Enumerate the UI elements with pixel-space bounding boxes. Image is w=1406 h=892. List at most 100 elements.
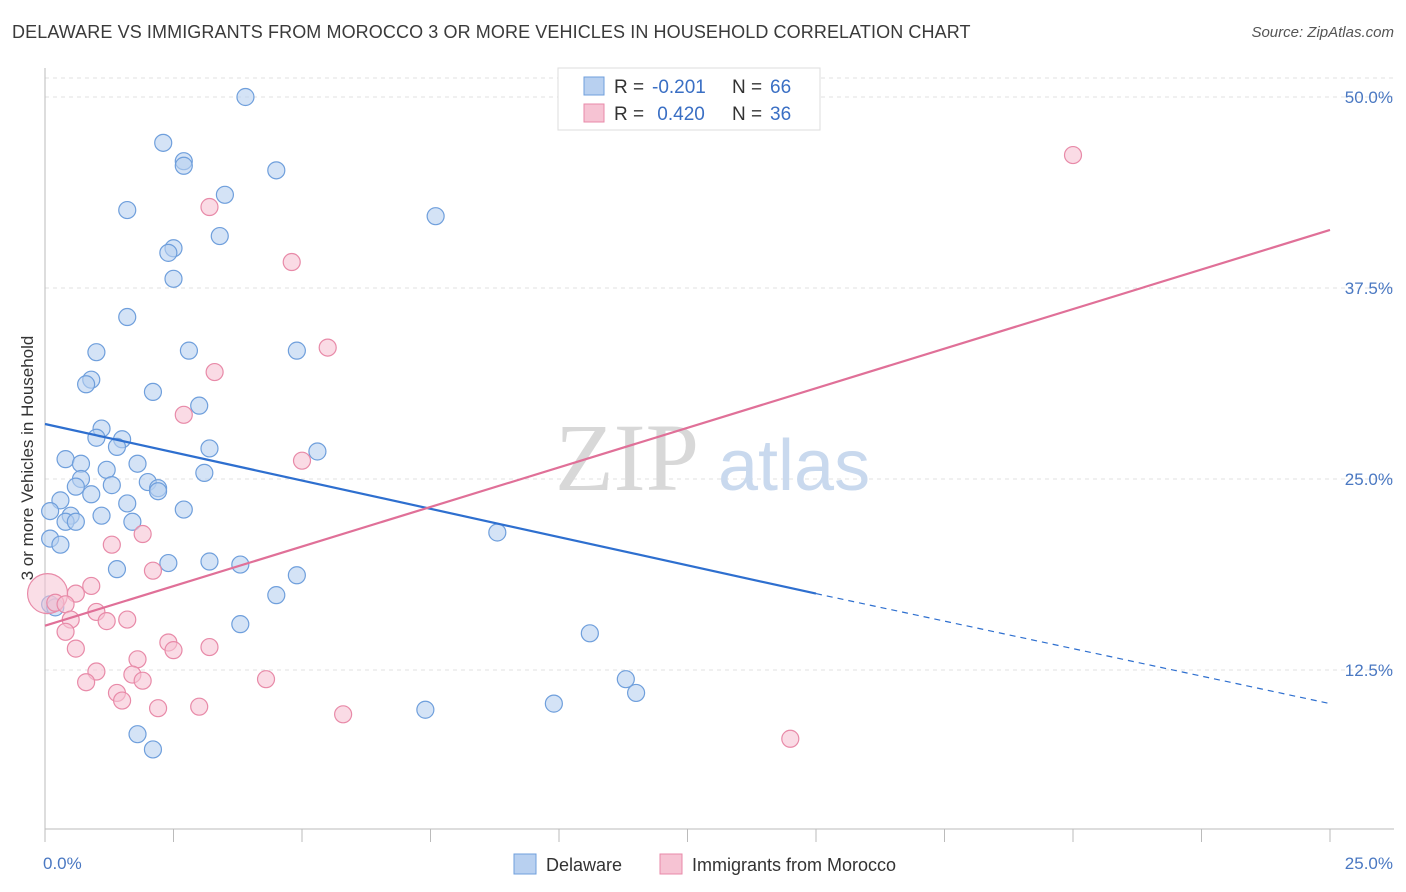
trend-line-delaware (44, 422, 817, 595)
data-point-delaware (195, 463, 214, 482)
data-point-morocco (112, 691, 132, 710)
x-tick-label: 25.0% (1345, 854, 1393, 873)
data-point-delaware (41, 501, 60, 521)
data-point-delaware (128, 454, 147, 473)
data-point-morocco (174, 405, 193, 424)
data-point-morocco (256, 670, 276, 689)
source-credit: Source: ZipAtlas.com (1251, 24, 1394, 41)
stats-n-label: N = (732, 77, 762, 98)
data-point-delaware (426, 207, 445, 226)
y-tick-label: 37.5% (1345, 279, 1393, 298)
data-point-delaware (200, 552, 219, 571)
data-point-morocco (781, 729, 800, 748)
trend-line-morocco (44, 228, 1331, 627)
data-point-morocco (200, 637, 219, 657)
data-point-morocco (133, 671, 152, 690)
stats-box: R = -0.201 N = 66 R = 0.420 N = 36 (557, 67, 821, 131)
data-point-delaware (92, 506, 111, 525)
stats-swatch-delaware (583, 76, 605, 96)
stats-n-label: N = (732, 104, 762, 125)
data-point-delaware (51, 535, 70, 554)
data-point-delaware (82, 485, 101, 504)
stats-n-value: 66 (770, 77, 791, 98)
trend-line-delaware-projection (815, 593, 1331, 705)
y-tick-label: 50.0% (1345, 88, 1393, 107)
data-point-morocco (56, 622, 75, 641)
data-point-morocco (292, 451, 312, 470)
data-point-morocco (66, 639, 85, 658)
watermark-zip: ZIP (555, 404, 699, 511)
data-point-delaware (215, 185, 234, 204)
data-point-delaware (107, 437, 127, 457)
y-tick-label: 12.5% (1345, 661, 1393, 680)
data-point-morocco (128, 650, 147, 669)
grid-lines (45, 77, 1394, 671)
data-point-delaware (118, 494, 137, 513)
data-point-morocco (190, 697, 209, 716)
data-point-delaware (102, 476, 121, 495)
data-point-morocco (318, 338, 337, 357)
data-point-morocco (334, 705, 353, 724)
data-point-delaware (66, 477, 85, 496)
data-point-delaware (267, 586, 286, 605)
watermark: ZIP atlas (555, 404, 870, 511)
data-point-delaware (287, 341, 306, 360)
trend-lines (44, 228, 1331, 705)
data-point-delaware (71, 454, 91, 473)
watermark-atlas: atlas (718, 426, 870, 506)
data-point-morocco (1063, 145, 1083, 165)
data-point-delaware (174, 156, 193, 175)
y-axis-label: 3 or more Vehicles in Household (18, 336, 37, 581)
data-point-delaware (97, 460, 116, 479)
data-point-delaware (308, 442, 327, 461)
data-point-morocco (164, 641, 183, 660)
data-point-morocco (56, 595, 75, 614)
data-point-delaware (148, 482, 168, 501)
data-point-delaware (174, 500, 193, 519)
stats-swatch-morocco (583, 103, 605, 123)
data-point-delaware (488, 523, 507, 542)
stats-r-label: R = (614, 77, 644, 98)
data-point-delaware (236, 87, 255, 107)
data-point-delaware (143, 740, 163, 759)
data-point-delaware (544, 694, 563, 713)
data-point-delaware (77, 375, 96, 394)
data-point-delaware (118, 200, 137, 220)
x-tick-label: 0.0% (43, 854, 82, 873)
data-point-delaware (56, 450, 75, 469)
data-point-delaware (267, 161, 286, 180)
data-points (26, 87, 1083, 759)
data-point-morocco (133, 524, 152, 544)
data-point-delaware (287, 566, 306, 585)
data-point-delaware (179, 341, 199, 360)
tick-labels: 12.5% 25.0% 37.5% 50.0% 0.0% 25.0% (43, 88, 1393, 873)
legend-label-delaware: Delaware (546, 855, 622, 875)
data-point-delaware (626, 683, 646, 703)
data-point-delaware (143, 382, 163, 402)
y-tick-label: 25.0% (1345, 470, 1393, 489)
stats-r-label: R = (614, 104, 644, 125)
data-point-delaware (128, 725, 147, 744)
stats-r-value: 0.420 (652, 104, 705, 125)
data-point-delaware (118, 307, 137, 327)
data-point-delaware (154, 133, 173, 152)
data-point-morocco (205, 362, 224, 382)
data-point-delaware (231, 615, 250, 634)
data-point-delaware (123, 512, 142, 531)
data-point-delaware (200, 439, 219, 458)
stats-n-value: 36 (770, 104, 791, 125)
data-point-delaware (87, 428, 106, 447)
chart-title: DELAWARE VS IMMIGRANTS FROM MOROCCO 3 OR… (12, 22, 971, 42)
stats-r-value: -0.201 (652, 77, 706, 98)
data-point-delaware (616, 670, 635, 689)
data-point-delaware (416, 700, 435, 719)
data-point-morocco (102, 535, 121, 554)
data-point-morocco (82, 576, 101, 596)
data-point-morocco (148, 699, 168, 718)
data-point-delaware (107, 560, 127, 579)
data-point-morocco (77, 673, 96, 692)
axes (44, 68, 1394, 842)
data-point-morocco (118, 610, 137, 629)
data-point-morocco (143, 561, 163, 580)
